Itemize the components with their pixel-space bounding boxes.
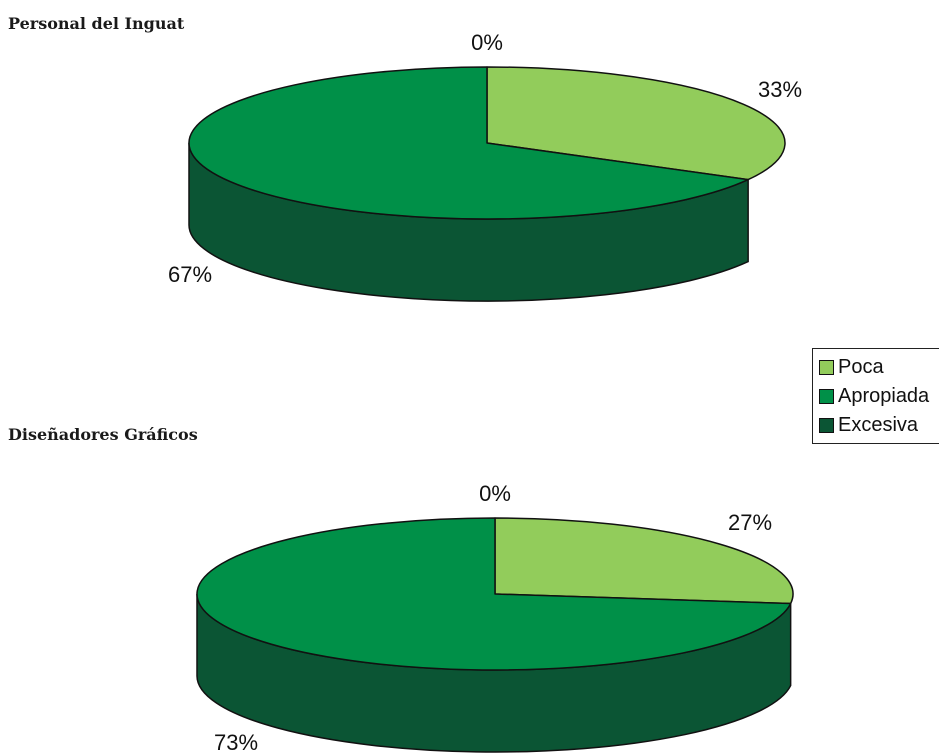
legend-item-poca: Poca <box>819 353 939 382</box>
legend-label-apropiada: Apropiada <box>838 385 930 407</box>
data-label-apropiada: 73% <box>214 730 258 754</box>
pie-chart-1: 27% 73% 0% <box>196 481 794 754</box>
pie-slice-apropiada <box>188 66 749 220</box>
data-label-excesiva: 0% <box>479 481 511 506</box>
legend-swatch-apropiada <box>819 389 834 404</box>
chart-title-inguat: Personal del Inguat <box>8 14 185 33</box>
data-label-apropiada: 67% <box>168 262 212 287</box>
data-label-poca: 27% <box>728 510 772 535</box>
legend-swatch-excesiva <box>819 418 834 433</box>
data-label-excesiva: 0% <box>471 30 503 55</box>
pie-slice-apropiada <box>196 517 792 671</box>
legend-label-excesiva: Excesiva <box>838 414 919 436</box>
legend-item-apropiada: Apropiada <box>819 382 939 411</box>
data-label-poca: 33% <box>758 77 802 102</box>
pie-chart-0: 33% 67% 0% <box>168 30 802 302</box>
legend-label-poca: Poca <box>838 356 884 378</box>
legend-swatch-poca <box>819 360 834 375</box>
chart-title-disenadores: Diseñadores Gráficos <box>8 425 198 444</box>
legend-item-excesiva: Excesiva <box>819 411 939 440</box>
legend: Poca Apropiada Excesiva <box>812 348 939 444</box>
pie-slice-poca <box>494 517 794 605</box>
pie-slice-poca <box>486 66 786 181</box>
